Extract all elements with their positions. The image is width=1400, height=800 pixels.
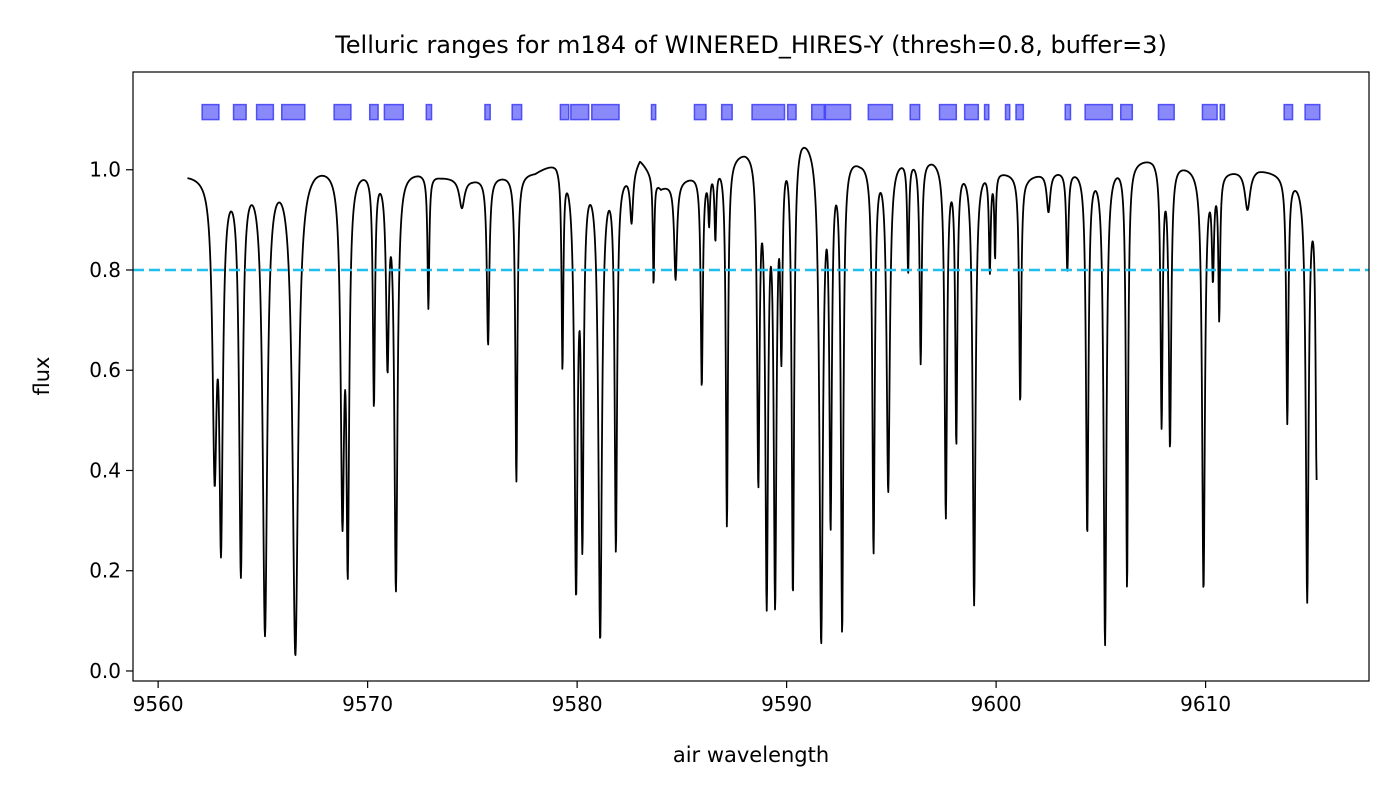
telluric-range xyxy=(1219,103,1226,121)
spectrum-line xyxy=(186,146,1318,656)
telluric-range xyxy=(938,103,958,121)
telluric-range xyxy=(751,103,786,121)
axis-ticks: 9560 9570 9580 9590 9600 9610 0.0 0.2 0.4 0.6 0.8 1… xyxy=(89,158,1231,716)
y-tick-label: 0.6 xyxy=(89,358,121,382)
x-tick-label: 9560 xyxy=(133,692,184,716)
telluric-range xyxy=(484,103,491,121)
telluric-range xyxy=(1015,103,1025,121)
telluric-range xyxy=(511,103,523,121)
telluric-range xyxy=(255,103,275,121)
telluric-range xyxy=(693,103,707,121)
chart-title: Telluric ranges for m184 of WINERED_HIRE… xyxy=(334,31,1167,59)
y-tick-label: 0.4 xyxy=(89,458,121,482)
telluric-range xyxy=(1120,103,1134,121)
x-axis-label: air wavelength xyxy=(673,743,829,767)
axes-frame xyxy=(132,71,1370,682)
telluric-range xyxy=(963,103,980,121)
telluric-range xyxy=(909,103,921,121)
y-tick-label: 0.0 xyxy=(89,659,121,683)
telluric-range xyxy=(1084,103,1114,121)
telluric-range xyxy=(591,103,620,121)
telluric-range xyxy=(333,103,352,121)
telluric-range xyxy=(1283,103,1294,121)
x-tick-label: 9580 xyxy=(552,692,603,716)
x-tick-label: 9600 xyxy=(971,692,1022,716)
telluric-range xyxy=(1064,103,1072,121)
telluric-range xyxy=(811,103,826,121)
telluric-range xyxy=(559,103,570,121)
telluric-range xyxy=(368,103,379,121)
telluric-range xyxy=(232,103,247,121)
telluric-range xyxy=(570,103,590,121)
plot-area xyxy=(133,103,1369,656)
x-tick-label: 9610 xyxy=(1180,692,1231,716)
telluric-range xyxy=(1004,103,1011,121)
telluric-range xyxy=(650,103,657,121)
telluric-range xyxy=(1201,103,1218,121)
y-axis-label: flux xyxy=(30,357,54,396)
telluric-range xyxy=(786,103,797,121)
telluric-range xyxy=(983,103,990,121)
telluric-range xyxy=(1157,103,1175,121)
telluric-range xyxy=(201,103,220,121)
telluric-range xyxy=(1304,103,1321,121)
telluric-range xyxy=(867,103,894,121)
telluric-range xyxy=(824,103,852,121)
telluric-range xyxy=(720,103,733,121)
telluric-range xyxy=(425,103,433,121)
telluric-range xyxy=(280,103,306,121)
x-tick-label: 9570 xyxy=(342,692,393,716)
y-tick-label: 1.0 xyxy=(89,158,121,182)
telluric-range xyxy=(383,103,404,121)
y-tick-label: 0.2 xyxy=(89,559,121,583)
y-tick-label: 0.8 xyxy=(89,258,121,282)
x-tick-label: 9590 xyxy=(761,692,812,716)
